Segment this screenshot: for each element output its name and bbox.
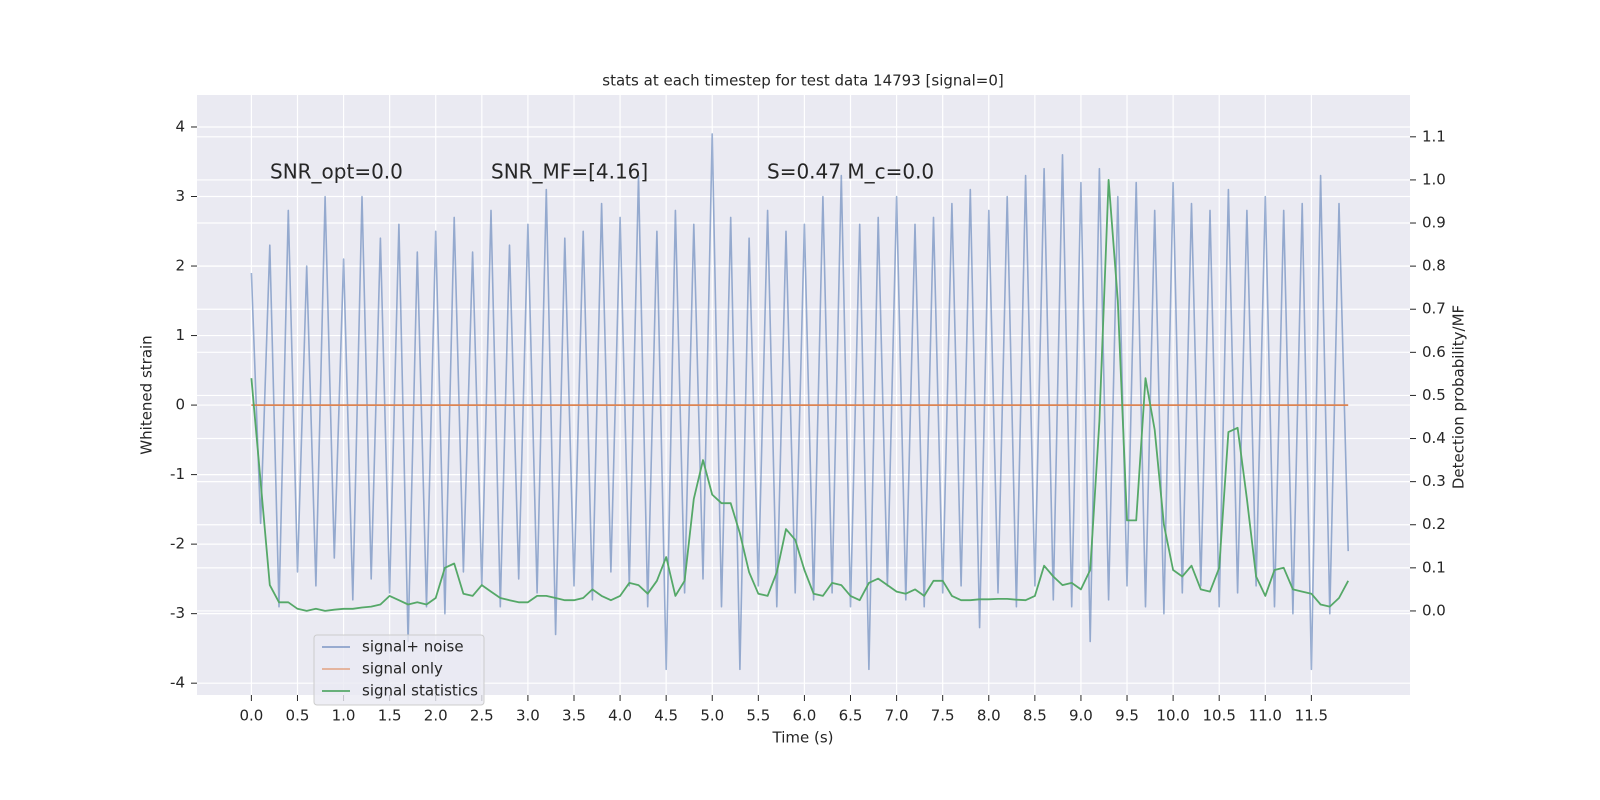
legend-label: signal only — [362, 660, 443, 678]
y-tick-label: 3 — [175, 187, 185, 205]
x-tick-label: 5.0 — [700, 707, 724, 725]
series-line — [250, 179, 1349, 612]
annotation: SNR_MF=[4.16] — [491, 160, 648, 184]
x-tick-label: 11.5 — [1295, 707, 1328, 725]
x-tick-label: 4.0 — [608, 707, 632, 725]
x-tick-label: 4.5 — [654, 707, 678, 725]
x-tick-label: 1.0 — [332, 707, 356, 725]
x-tick-label: 0.0 — [239, 707, 263, 725]
y2-axis-label: Detection probability/MF — [1450, 305, 1468, 489]
x-tick-label: 5.5 — [746, 707, 770, 725]
chart-title: stats at each timestep for test data 147… — [602, 72, 1003, 90]
y-axis-label: Whitened strain — [138, 335, 156, 454]
series-line — [250, 133, 1349, 671]
legend: signal+ noise signal only signal statistic… — [313, 634, 485, 706]
y-tick-label: -4 — [170, 674, 185, 692]
y2-tick-label: 0.7 — [1422, 300, 1446, 318]
y-tick-label: -2 — [170, 535, 185, 553]
x-tick-label: 8.0 — [977, 707, 1001, 725]
x-tick-label: 2.5 — [470, 707, 494, 725]
y2-tick-label: 0.8 — [1422, 257, 1446, 275]
x-tick-label: 9.0 — [1069, 707, 1093, 725]
y-tick-label: 1 — [175, 326, 185, 344]
y2-tick-label: 0.6 — [1422, 343, 1446, 361]
y2-tick-label: 0.4 — [1422, 429, 1446, 447]
y-tick-label: 0 — [175, 396, 185, 414]
x-tick-label: 8.5 — [1023, 707, 1047, 725]
x-tick-label: 7.0 — [885, 707, 909, 725]
annotation: S=0.47 M_c=0.0 — [767, 160, 934, 184]
x-tick-label: 0.5 — [286, 707, 310, 725]
legend-label: signal+ noise — [362, 638, 464, 656]
legend-box — [313, 634, 485, 706]
y2-tick-label: 0.0 — [1422, 601, 1446, 619]
x-tick-label: 11.0 — [1249, 707, 1282, 725]
x-tick-label: 9.5 — [1115, 707, 1139, 725]
y2-tick-label: 0.3 — [1422, 472, 1446, 490]
x-tick-label: 6.0 — [792, 707, 816, 725]
y2-tick-label: 0.5 — [1422, 386, 1446, 404]
x-tick-label: 3.5 — [562, 707, 586, 725]
y2-tick-label: 0.9 — [1422, 214, 1446, 232]
y-tick-label: -1 — [170, 465, 185, 483]
y-tick-label: -3 — [170, 604, 185, 622]
grid — [197, 95, 1410, 695]
y2-tick-label: 0.2 — [1422, 515, 1446, 533]
y2-tick-label: 0.1 — [1422, 558, 1446, 576]
x-tick-label: 10.5 — [1202, 707, 1235, 725]
y2-tick-label: 1.1 — [1422, 127, 1446, 145]
y-tick-label: 4 — [175, 117, 185, 135]
x-tick-label: 6.5 — [839, 707, 863, 725]
legend-label: signal statistics — [362, 682, 478, 700]
annotation: SNR_opt=0.0 — [270, 160, 403, 184]
x-tick-label: 2.0 — [424, 707, 448, 725]
x-tick-label: 3.0 — [516, 707, 540, 725]
x-tick-label: 1.5 — [378, 707, 402, 725]
x-tick-label: 10.0 — [1156, 707, 1189, 725]
x-axis-label: Time (s) — [772, 729, 834, 747]
x-tick-label: 7.5 — [931, 707, 955, 725]
y-tick-label: 2 — [175, 257, 185, 275]
y2-tick-label: 1.0 — [1422, 170, 1446, 188]
